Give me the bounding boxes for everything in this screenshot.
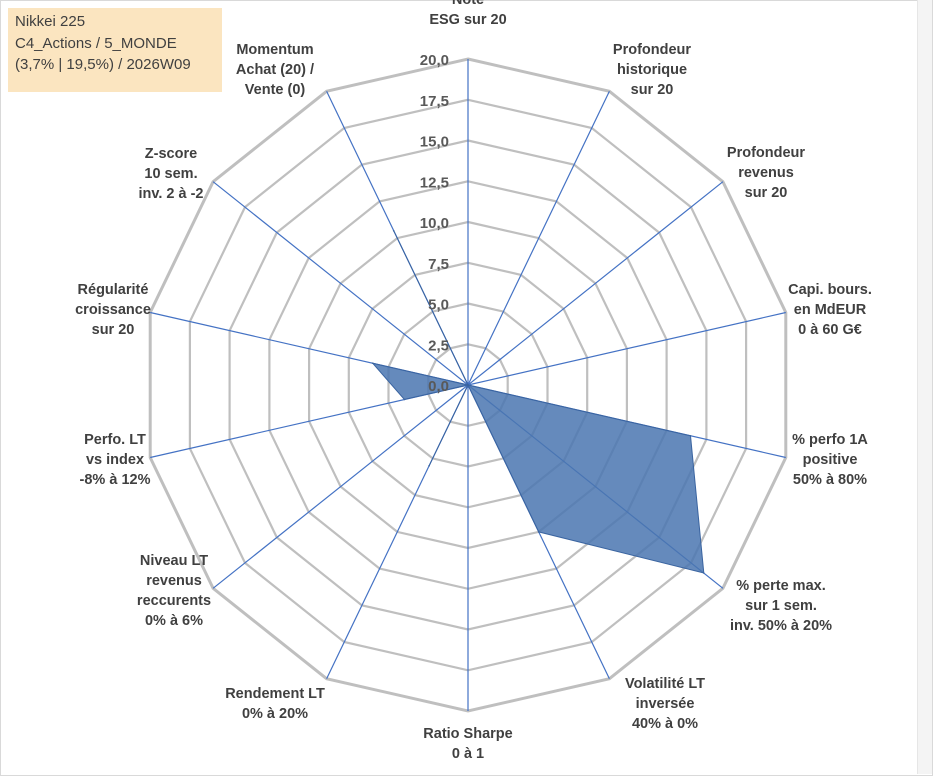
axis-label-line: 10 sem. — [144, 166, 197, 182]
axis-label-3: Profondeur revenus sur 20 — [727, 145, 805, 201]
axis-label-line: inv. 2 à -2 — [138, 186, 203, 202]
axis-label-line: Volatilité LT — [625, 676, 705, 692]
axis-label-line: revenus — [146, 573, 202, 589]
spoke-13 — [212, 181, 469, 386]
tick-label: 10,0 — [420, 215, 449, 232]
data-point-12 — [371, 362, 374, 365]
axis-label-5: % perfo 1A positive 50% à 80% — [792, 432, 868, 488]
spoke-2 — [467, 91, 610, 386]
tick-label: 15,0 — [420, 134, 449, 151]
axis-label-10: Niveau LT revenus reccurents 0% à 6% — [137, 553, 211, 629]
axis-label-6: % perte max. sur 1 sem. inv. 50% à 20% — [730, 578, 832, 634]
data-point-5 — [689, 435, 692, 437]
series-area-1 — [371, 230, 705, 574]
axis-label-line: Niveau LT — [140, 553, 208, 569]
axis-label-line: sur 20 — [745, 185, 788, 201]
data-point-6 — [703, 572, 705, 574]
axis-label-line: Note — [452, 0, 484, 8]
axis-label-13: Z-score 10 sem. inv. 2 à -2 — [138, 146, 203, 202]
spoke-4 — [467, 311, 786, 386]
spoke-3 — [467, 181, 724, 386]
axis-label-7: Volatilité LT inversée 40% à 0% — [625, 676, 705, 732]
axis-label-1: Note ESG sur 20 — [429, 0, 506, 28]
info-box: Nikkei 225 C4_Actions / 5_MONDE (3,7% | … — [8, 8, 222, 92]
axis-label-line: en MdEUR — [794, 302, 867, 318]
axis-labels: Note ESG sur 20 Profondeur historique sur 20… — [75, 0, 872, 762]
axis-label-line: ESG sur 20 — [429, 12, 506, 28]
axis-label-line: Profondeur — [727, 145, 805, 161]
axis-label-line: vs index — [86, 452, 144, 468]
scrollbar-strip — [917, 0, 932, 774]
axis-label-line: 0 à 1 — [452, 746, 484, 762]
info-line-2: C4_Actions / 5_MONDE — [15, 34, 177, 52]
data-point-11 — [403, 398, 406, 401]
axis-label-line: sur 20 — [92, 322, 135, 338]
data-point-7 — [537, 531, 540, 533]
axis-label-line: Régularité — [78, 282, 149, 298]
axis-label-9: Rendement LT 0% à 20% — [225, 686, 325, 722]
axis-label-line: Ratio Sharpe — [423, 726, 512, 742]
axis-label-line: sur 1 sem. — [745, 598, 817, 614]
axis-label-line: Z-score — [145, 146, 197, 162]
axis-label-line: % perte max. — [736, 578, 825, 594]
tick-label: 17,5 — [420, 93, 449, 110]
tick-label: 7,5 — [428, 256, 449, 273]
axis-label-line: historique — [617, 62, 687, 78]
data-point-13 — [467, 384, 469, 386]
axis-label-line: 40% à 0% — [632, 716, 698, 732]
axis-label-line: revenus — [738, 165, 794, 181]
axis-label-line: 0% à 20% — [242, 706, 308, 722]
radial-tick-labels: 0,0 2,5 5,0 7,5 10,0 12,5 15,0 17,5 20,0 — [420, 52, 449, 395]
axis-label-line: inv. 50% à 20% — [730, 618, 832, 634]
spoke-10 — [212, 384, 469, 589]
tick-label: 20,0 — [420, 52, 449, 69]
axis-label-line: Capi. bours. — [788, 282, 872, 298]
axis-label-line: reccurents — [137, 593, 211, 609]
info-line-1: Nikkei 225 — [15, 13, 86, 30]
data-point-9 — [428, 465, 430, 467]
axis-label-line: Rendement LT — [225, 686, 325, 702]
axis-label-line: Profondeur — [613, 42, 691, 58]
axis-label-line: 50% à 80% — [793, 472, 867, 488]
axis-label-line: Momentum — [236, 42, 313, 58]
axis-label-line: -8% à 12% — [80, 472, 151, 488]
axis-label-line: Achat (20) / — [236, 62, 314, 78]
tick-label: 2,5 — [428, 337, 449, 354]
axis-label-line: % perfo 1A — [792, 432, 868, 448]
tick-label: 12,5 — [420, 174, 449, 191]
axis-label-14: Momentum Achat (20) / Vente (0) — [236, 42, 314, 98]
axis-label-line: Vente (0) — [245, 82, 306, 98]
axis-label-line: sur 20 — [631, 82, 674, 98]
data-point-14 — [392, 230, 395, 232]
axis-label-line: 0% à 6% — [145, 613, 203, 629]
axis-label-line: croissance — [75, 302, 151, 318]
tick-label: 5,0 — [428, 297, 449, 314]
axis-label-line: Perfo. LT — [84, 432, 146, 448]
axis-label-line: inversée — [636, 696, 695, 712]
axis-label-2: Profondeur historique sur 20 — [613, 42, 691, 98]
axis-label-8: Ratio Sharpe 0 à 1 — [423, 726, 512, 762]
axis-label-4: Capi. bours. en MdEUR 0 à 60 G€ — [788, 282, 872, 338]
axis-label-12: Régularité croissance sur 20 — [75, 282, 151, 338]
info-line-3: (3,7% | 19,5%) / 2026W09 — [15, 56, 191, 73]
axis-label-line: 0 à 60 G€ — [798, 322, 862, 338]
tick-label: 0,0 — [428, 378, 449, 395]
axis-label-11: Perfo. LT vs index -8% à 12% — [80, 432, 151, 488]
radar-series — [371, 230, 705, 574]
axis-label-line: positive — [803, 452, 858, 468]
